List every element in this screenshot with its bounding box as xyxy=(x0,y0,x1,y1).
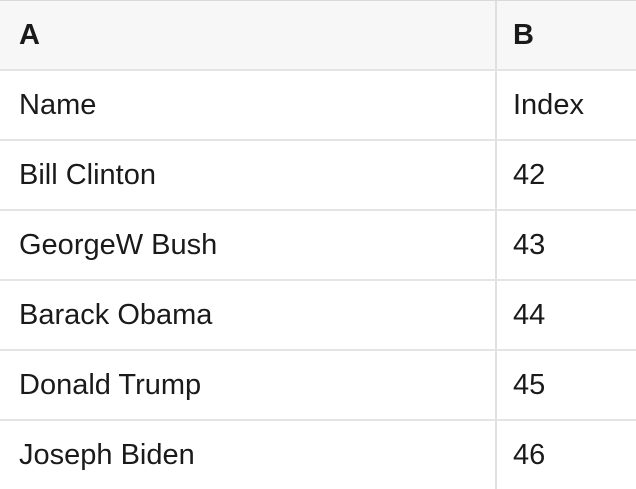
field-header-row: Name Index xyxy=(0,71,636,141)
table-row: GeorgeW Bush 43 xyxy=(0,211,636,281)
cell-name-label[interactable]: Name xyxy=(0,71,497,139)
table-row: Barack Obama 44 xyxy=(0,281,636,351)
cell-name[interactable]: Barack Obama xyxy=(0,281,497,349)
cell-index[interactable]: 46 xyxy=(513,438,546,471)
cell-index-label[interactable]: Index xyxy=(513,88,584,121)
table-row: Joseph Biden 46 xyxy=(0,421,636,489)
column-header-b[interactable]: B xyxy=(513,18,534,51)
table-row: Bill Clinton 42 xyxy=(0,141,636,211)
cell-name[interactable]: Donald Trump xyxy=(0,351,497,419)
cell-index[interactable]: 42 xyxy=(513,158,546,191)
cell-name[interactable]: Joseph Biden xyxy=(0,421,497,489)
cell-index[interactable]: 43 xyxy=(513,228,546,261)
cell-name[interactable]: Bill Clinton xyxy=(0,141,497,209)
table-row: Donald Trump 45 xyxy=(0,351,636,421)
cell-index[interactable]: 45 xyxy=(513,368,546,401)
cell-index[interactable]: 44 xyxy=(513,298,546,331)
column-header-row: A B xyxy=(0,1,636,71)
cell-name[interactable]: GeorgeW Bush xyxy=(0,211,497,279)
column-header-a[interactable]: A xyxy=(0,1,497,69)
